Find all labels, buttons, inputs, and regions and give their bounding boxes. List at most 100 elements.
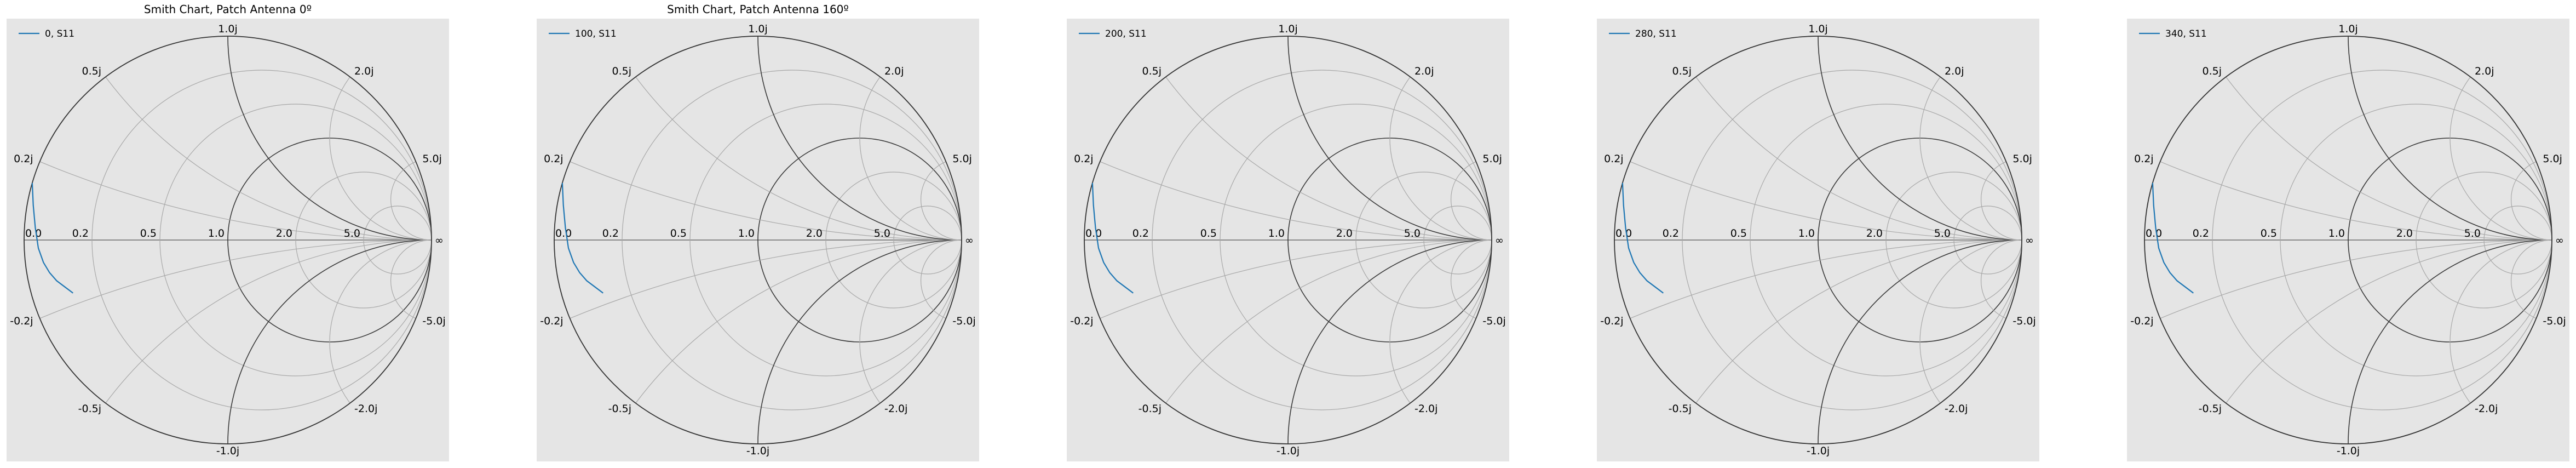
reactance-label: 1.0j xyxy=(218,23,238,35)
reactance-arc-5 xyxy=(1981,158,2022,241)
smith-grid xyxy=(1084,36,1492,444)
real-axis-label: 0.0 xyxy=(1615,227,1632,239)
reactance-label: -1.0j xyxy=(1277,445,1300,457)
resistance-circle-0.5 xyxy=(689,104,962,376)
reactance-label: -2.0j xyxy=(354,403,377,415)
reactance-arc-2 xyxy=(859,36,962,241)
infinity-label: ∞ xyxy=(435,235,444,247)
reactance-label: 2.0j xyxy=(1945,65,1964,77)
unit-circle xyxy=(554,36,962,444)
real-axis-label: 1.0 xyxy=(208,227,225,239)
reactance-label: -2.0j xyxy=(884,403,907,415)
reactance-arc-neg-2 xyxy=(859,239,962,444)
series-line-s11 xyxy=(1091,182,1134,294)
smith-chart-panel-1: 0.0 0.2 0.5 1.0 2.0 5.0 ∞ 0.2j -0.2j 0.5j -0.5j 1.0… xyxy=(537,3,979,461)
real-axis-label: 2.0 xyxy=(1866,227,1883,239)
reactance-label: -5.0j xyxy=(2543,315,2566,327)
reactance-label: 2.0j xyxy=(2475,65,2494,77)
reactance-label: -0.5j xyxy=(1669,403,1692,415)
reactance-label: 0.2j xyxy=(1074,153,1094,165)
legend-entry: 0, S11 xyxy=(45,28,74,39)
real-axis-label: 5.0 xyxy=(1404,227,1421,239)
real-axis-label: 0.2 xyxy=(1132,227,1149,239)
real-axis-label: 1.0 xyxy=(738,227,755,239)
reactance-label: -0.5j xyxy=(2199,403,2222,415)
reactance-arc-2 xyxy=(2450,36,2552,241)
smith-grid xyxy=(2144,36,2552,444)
reactance-label: 0.5j xyxy=(1672,65,1692,77)
reactance-label: 0.5j xyxy=(612,65,631,77)
real-axis-label: 0.5 xyxy=(2261,227,2277,239)
reactance-label: -0.2j xyxy=(1600,315,1623,327)
reactance-arc-neg-5 xyxy=(1451,239,1492,322)
resistance-circle-5 xyxy=(1953,206,2022,275)
resistance-circle-2 xyxy=(825,172,962,309)
infinity-label: ∞ xyxy=(2025,235,2034,247)
real-axis-label: 1.0 xyxy=(1268,227,1285,239)
real-axis-label: 0.0 xyxy=(1085,227,1102,239)
resistance-circle-5 xyxy=(2483,206,2552,275)
legend-entry: 340, S11 xyxy=(2165,28,2207,39)
reactance-label: 0.2j xyxy=(14,153,33,165)
unit-circle xyxy=(2144,36,2552,444)
reactance-label: 5.0j xyxy=(2543,153,2562,165)
series-line-s11 xyxy=(1622,182,1664,294)
reactance-label: -0.2j xyxy=(540,315,563,327)
real-axis-label: 2.0 xyxy=(1336,227,1353,239)
resistance-circle-5 xyxy=(1423,206,1492,275)
infinity-label: ∞ xyxy=(1495,235,1504,247)
real-axis-label: 5.0 xyxy=(1934,227,1951,239)
unit-circle xyxy=(24,36,432,444)
reactance-label: -0.2j xyxy=(10,315,33,327)
smith-chart-panel-4: 0.0 0.2 0.5 1.0 2.0 5.0 ∞ 0.2j -0.2j 0.5j -0.5j 1.0… xyxy=(2127,19,2569,461)
reactance-label: -1.0j xyxy=(2337,445,2360,457)
reactance-label: 5.0j xyxy=(1482,153,1502,165)
legend-entry: 100, S11 xyxy=(575,28,617,39)
reactance-arc-neg-2 xyxy=(329,239,432,444)
real-axis-label: 5.0 xyxy=(874,227,890,239)
real-axis-label: 0.0 xyxy=(2146,227,2162,239)
smith-chart-panel-0: 0.0 0.2 0.5 1.0 2.0 5.0 ∞ 0.2j -0.2j 0.5j -0.5j 1.0… xyxy=(7,3,449,461)
reactance-arc-2 xyxy=(1919,36,2022,241)
real-axis-label: 0.2 xyxy=(602,227,619,239)
real-axis-label: 5.0 xyxy=(2464,227,2481,239)
reactance-label: 2.0j xyxy=(354,65,374,77)
resistance-circle-0.2 xyxy=(1152,70,1492,410)
real-axis-label: 0.2 xyxy=(2193,227,2209,239)
resistance-circle-0.5 xyxy=(159,104,432,376)
real-axis-label: 0.2 xyxy=(1663,227,1679,239)
reactance-label: -1.0j xyxy=(216,445,239,457)
reactance-label: -0.2j xyxy=(1070,315,1093,327)
reactance-label: 2.0j xyxy=(1415,65,1434,77)
resistance-circle-2 xyxy=(1355,172,1492,309)
real-axis-label: 0.5 xyxy=(670,227,687,239)
reactance-label: -2.0j xyxy=(1415,403,1438,415)
reactance-arc-neg-2 xyxy=(1389,239,1492,444)
resistance-circle-2 xyxy=(295,172,432,309)
reactance-label: 0.2j xyxy=(544,153,564,165)
infinity-label: ∞ xyxy=(2555,235,2564,247)
reactance-arc-5 xyxy=(2511,158,2552,241)
resistance-circle-0.2 xyxy=(2212,70,2552,410)
unit-circle xyxy=(1084,36,1492,444)
reactance-label: 5.0j xyxy=(952,153,972,165)
resistance-circle-0.5 xyxy=(1220,104,1492,376)
real-axis-label: 0.5 xyxy=(1730,227,1747,239)
reactance-label: 0.5j xyxy=(2202,65,2222,77)
reactance-label: -5.0j xyxy=(2013,315,2036,327)
legend-entry: 200, S11 xyxy=(1105,28,1147,39)
reactance-arc-neg-5 xyxy=(2511,239,2552,322)
real-axis-label: 0.5 xyxy=(1200,227,1217,239)
reactance-label: 2.0j xyxy=(884,65,904,77)
reactance-label: -1.0j xyxy=(746,445,769,457)
real-axis-label: 2.0 xyxy=(276,227,292,239)
smith-grid xyxy=(1614,36,2022,444)
reactance-label: 0.2j xyxy=(1604,153,1624,165)
reactance-label: 5.0j xyxy=(422,153,442,165)
real-axis-label: 2.0 xyxy=(806,227,823,239)
reactance-label: 1.0j xyxy=(1808,23,1828,35)
resistance-circle-0.2 xyxy=(622,70,962,410)
reactance-arc-neg-2 xyxy=(2450,239,2552,444)
reactance-label: 1.0j xyxy=(2338,23,2358,35)
